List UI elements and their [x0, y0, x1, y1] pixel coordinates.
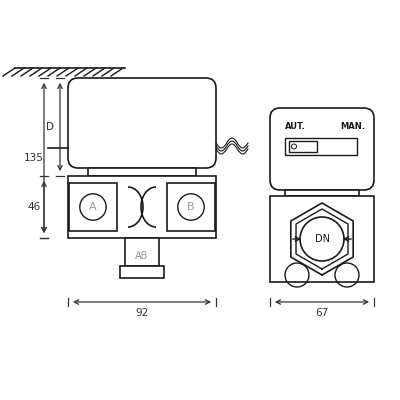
Text: 46: 46: [27, 202, 41, 212]
Text: AB: AB: [135, 251, 149, 261]
Bar: [69, 183, 117, 231]
Text: DN: DN: [314, 234, 330, 244]
Text: A: A: [89, 202, 97, 212]
Text: 135: 135: [24, 153, 44, 163]
Bar: [167, 183, 215, 231]
Bar: [270, 196, 374, 282]
Bar: [88, 168, 196, 176]
Text: 67: 67: [315, 308, 329, 318]
Bar: [285, 190, 359, 196]
FancyBboxPatch shape: [270, 108, 374, 190]
Bar: [68, 176, 216, 238]
Text: 92: 92: [135, 308, 149, 318]
Bar: [125, 238, 159, 266]
Text: B: B: [187, 202, 195, 212]
Text: AUT.: AUT.: [285, 122, 306, 131]
Bar: [289, 141, 317, 152]
FancyBboxPatch shape: [68, 78, 216, 168]
Text: D: D: [46, 122, 54, 132]
Bar: [120, 266, 164, 278]
Text: MAN.: MAN.: [340, 122, 365, 131]
Bar: [285, 138, 357, 155]
